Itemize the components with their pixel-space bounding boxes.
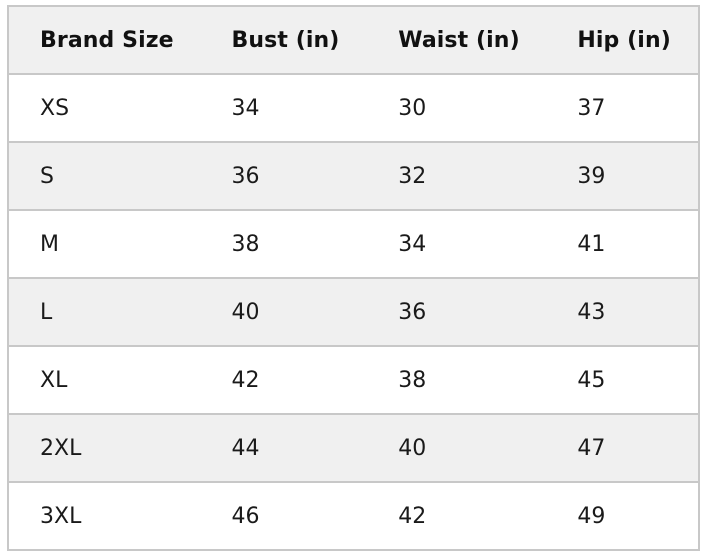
- cell-bust: 38: [200, 210, 368, 279]
- size-chart-table-container: Brand Size Bust (in) Waist (in) Hip (in)…: [7, 5, 700, 551]
- column-header-bust: Bust (in): [200, 7, 368, 75]
- column-header-brand-size: Brand Size: [9, 7, 201, 75]
- table-header-row: Brand Size Bust (in) Waist (in) Hip (in): [9, 7, 698, 75]
- cell-bust: 42: [200, 346, 368, 415]
- cell-brand-size: 3XL: [40, 504, 82, 529]
- cell-hip: 39: [546, 142, 698, 211]
- cell-hip: 37: [546, 74, 698, 143]
- table-row: 2XL 44 40 47: [9, 414, 698, 483]
- cell-waist: 36: [367, 278, 547, 347]
- cell-waist: 30: [367, 74, 547, 143]
- cell-brand-size: L: [9, 278, 201, 347]
- size-chart-table: Brand Size Bust (in) Waist (in) Hip (in)…: [9, 7, 698, 549]
- table-row: 3XL 46 42 49: [9, 482, 698, 549]
- cell-bust: 34: [200, 74, 368, 143]
- table-row: S 36 32 39: [9, 142, 698, 211]
- cell-bust: 40: [200, 278, 368, 347]
- cell-waist: 38: [367, 346, 547, 415]
- cell-bust: 44: [200, 414, 368, 483]
- table-row: XS 34 30 37: [9, 74, 698, 143]
- column-header-waist: Waist (in): [367, 7, 547, 75]
- column-header-hip: Hip (in): [546, 7, 698, 75]
- table-row: XL 42 38 45: [9, 346, 698, 415]
- table-row: M 38 34 41: [9, 210, 698, 279]
- cell-waist: 40: [367, 414, 547, 483]
- cell-hip: 45: [546, 346, 698, 415]
- table-row: L 40 36 43: [9, 278, 698, 347]
- cell-waist: 34: [367, 210, 547, 279]
- cell-waist: 42: [398, 504, 427, 529]
- cell-brand-size: 2XL: [9, 414, 201, 483]
- cell-brand-size: XS: [9, 74, 201, 143]
- table-header: Brand Size Bust (in) Waist (in) Hip (in): [9, 7, 698, 75]
- cell-brand-size: XL: [9, 346, 201, 415]
- cell-hip: 49: [577, 504, 606, 529]
- cell-waist: 32: [367, 142, 547, 211]
- table-body: XS 34 30 37 S 36 32 39 M 38 34 41: [9, 74, 698, 549]
- cell-brand-size: S: [9, 142, 201, 211]
- cell-hip: 43: [546, 278, 698, 347]
- cell-brand-size: M: [9, 210, 201, 279]
- cell-bust: 36: [200, 142, 368, 211]
- cell-hip: 41: [546, 210, 698, 279]
- cell-bust: 46: [231, 504, 260, 529]
- cell-hip: 47: [546, 414, 698, 483]
